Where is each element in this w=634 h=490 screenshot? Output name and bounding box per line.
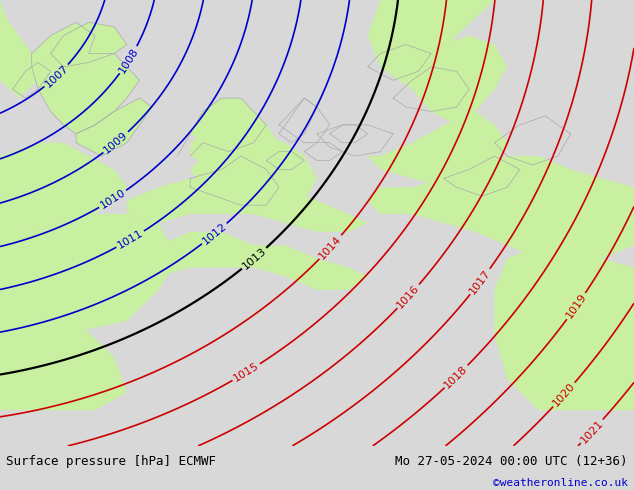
Polygon shape bbox=[51, 22, 127, 67]
Polygon shape bbox=[412, 36, 507, 125]
Polygon shape bbox=[32, 22, 139, 134]
Polygon shape bbox=[368, 156, 634, 268]
Polygon shape bbox=[0, 259, 114, 312]
Polygon shape bbox=[0, 0, 38, 98]
Text: 1013: 1013 bbox=[240, 245, 268, 271]
Text: 1010: 1010 bbox=[98, 187, 127, 211]
Polygon shape bbox=[190, 112, 279, 178]
Polygon shape bbox=[495, 245, 634, 410]
Text: ©weatheronline.co.uk: ©weatheronline.co.uk bbox=[493, 478, 628, 489]
Polygon shape bbox=[0, 303, 127, 410]
Text: Surface pressure [hPa] ECMWF: Surface pressure [hPa] ECMWF bbox=[6, 455, 216, 468]
Text: 1019: 1019 bbox=[564, 292, 588, 320]
Polygon shape bbox=[190, 134, 317, 214]
Polygon shape bbox=[127, 232, 368, 290]
Text: 1007: 1007 bbox=[43, 63, 70, 89]
Polygon shape bbox=[127, 178, 368, 232]
Text: 1011: 1011 bbox=[115, 228, 145, 251]
Polygon shape bbox=[76, 98, 152, 156]
Polygon shape bbox=[0, 143, 127, 232]
Polygon shape bbox=[368, 112, 507, 187]
Text: 1014: 1014 bbox=[317, 234, 344, 261]
Text: 1012: 1012 bbox=[200, 221, 228, 246]
Text: Mo 27-05-2024 00:00 UTC (12+36): Mo 27-05-2024 00:00 UTC (12+36) bbox=[395, 455, 628, 468]
Text: 1015: 1015 bbox=[232, 361, 261, 384]
Text: 1021: 1021 bbox=[579, 417, 605, 445]
Text: 1008: 1008 bbox=[117, 46, 141, 74]
Text: 1017: 1017 bbox=[468, 268, 493, 296]
Polygon shape bbox=[0, 201, 178, 334]
Text: 1020: 1020 bbox=[551, 381, 577, 409]
Text: 1016: 1016 bbox=[395, 283, 422, 310]
Polygon shape bbox=[368, 0, 495, 89]
Polygon shape bbox=[190, 98, 266, 151]
Text: 1009: 1009 bbox=[102, 130, 130, 155]
Text: 1018: 1018 bbox=[443, 363, 470, 390]
